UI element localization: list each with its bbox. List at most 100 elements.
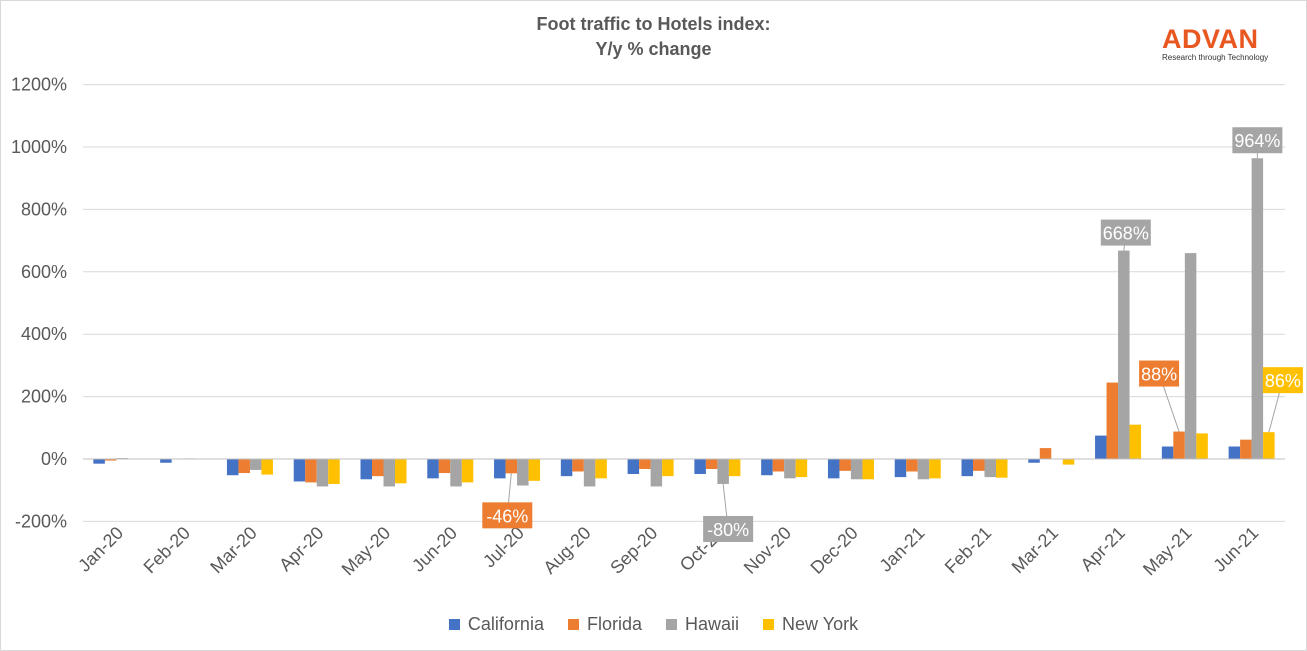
bar: [505, 459, 518, 474]
bar: [1129, 424, 1142, 459]
x-tick-label: Aug-20: [539, 523, 594, 578]
bar: [1161, 446, 1174, 459]
bar: [705, 459, 718, 469]
bar: [560, 459, 573, 477]
data-label-text: 88%: [1141, 365, 1177, 385]
bar: [827, 459, 840, 479]
y-tick-label: -200%: [15, 511, 67, 531]
data-label-text: 668%: [1103, 224, 1149, 244]
chart-title: Foot traffic to Hotels index: Y/y % chan…: [0, 12, 1307, 62]
bar: [961, 459, 973, 477]
bar: [427, 459, 439, 479]
brand-logo: ADVAN Research through Technology: [1162, 26, 1282, 63]
y-tick-label: 0%: [41, 449, 67, 469]
data-label-box: [1232, 127, 1283, 154]
y-tick-label: 400%: [21, 324, 67, 344]
bar: [973, 459, 985, 471]
data-label-box: [482, 502, 533, 529]
bar: [627, 459, 640, 474]
data-label-box: [1100, 219, 1151, 246]
bar: [772, 459, 785, 472]
bar: [984, 459, 996, 478]
data-label-box: [703, 515, 754, 542]
bar: [894, 459, 907, 478]
brand-tagline: Research through Technology: [1162, 53, 1269, 62]
bar: [850, 459, 863, 480]
bar: [1106, 382, 1119, 459]
bar: [494, 459, 506, 479]
bar: [1062, 459, 1075, 465]
x-tick-label: Jun-21: [1209, 523, 1262, 576]
x-tick-label: Jul-20: [479, 523, 528, 572]
legend-swatch: [763, 619, 775, 630]
bar: [360, 459, 372, 480]
bar: [160, 459, 172, 463]
bar: [395, 459, 407, 484]
bar: [517, 459, 529, 486]
x-tick-label: Feb-20: [140, 523, 194, 577]
bar: [450, 459, 462, 487]
bar: [650, 459, 663, 487]
x-tick-label: May-21: [1139, 523, 1196, 580]
bar: [728, 459, 741, 477]
legend-item: Florida: [567, 614, 642, 635]
chart-title-line-1: Foot traffic to Hotels index:: [536, 14, 771, 34]
bar: [761, 459, 773, 476]
legend-label: Hawaii: [685, 614, 740, 634]
bar: [1118, 250, 1130, 459]
chart-title-line-2: Y/y % change: [595, 39, 712, 59]
x-tick-label: Jun-20: [408, 523, 461, 576]
bar: [583, 459, 596, 487]
bar: [104, 459, 117, 461]
legend-label: New York: [782, 614, 859, 634]
bar: [238, 459, 250, 474]
y-tick-label: 600%: [21, 262, 67, 282]
bar: [1251, 158, 1264, 459]
bar: [528, 459, 541, 481]
bar: [839, 459, 851, 471]
legend-item: New York: [763, 614, 858, 635]
y-tick-label: 1000%: [11, 137, 67, 157]
y-tick-label: 800%: [21, 199, 67, 219]
bar: [906, 459, 918, 472]
bar: [717, 459, 729, 484]
x-tick-label: May-20: [338, 523, 395, 580]
bar: [1039, 448, 1052, 459]
x-tick-label: Apr-20: [275, 523, 327, 575]
brand-name: ADVAN: [1162, 24, 1259, 54]
x-tick-label: Apr-21: [1077, 523, 1129, 575]
bar: [595, 459, 607, 479]
bar: [917, 459, 930, 480]
bar: [1263, 432, 1275, 459]
bar: [1173, 431, 1185, 459]
legend-label: Florida: [586, 614, 642, 634]
bar: [1095, 435, 1107, 459]
data-label-text: 964%: [1234, 131, 1280, 151]
x-tick-label: Jan-21: [875, 523, 928, 576]
legend-label: California: [467, 614, 544, 634]
bar: [662, 459, 674, 477]
legend-swatch: [448, 619, 460, 630]
bar: [572, 459, 584, 472]
bar: [862, 459, 874, 480]
legend-swatch: [666, 619, 677, 630]
legend-item: California: [448, 614, 544, 635]
x-tick-label: Dec-20: [807, 523, 862, 578]
bar: [305, 459, 317, 483]
bar: [316, 459, 329, 487]
bar: [226, 459, 239, 476]
bar: [1228, 446, 1241, 459]
bar: [639, 459, 651, 469]
bar: [1196, 433, 1208, 459]
data-label-text: -46%: [486, 506, 528, 526]
bar: [93, 459, 105, 464]
bar: [996, 459, 1008, 478]
bar: [795, 459, 808, 478]
bar: [1240, 439, 1252, 459]
bar: [261, 459, 273, 475]
legend-swatch: [567, 619, 579, 630]
bar: [1028, 459, 1040, 463]
bar: [438, 459, 451, 474]
